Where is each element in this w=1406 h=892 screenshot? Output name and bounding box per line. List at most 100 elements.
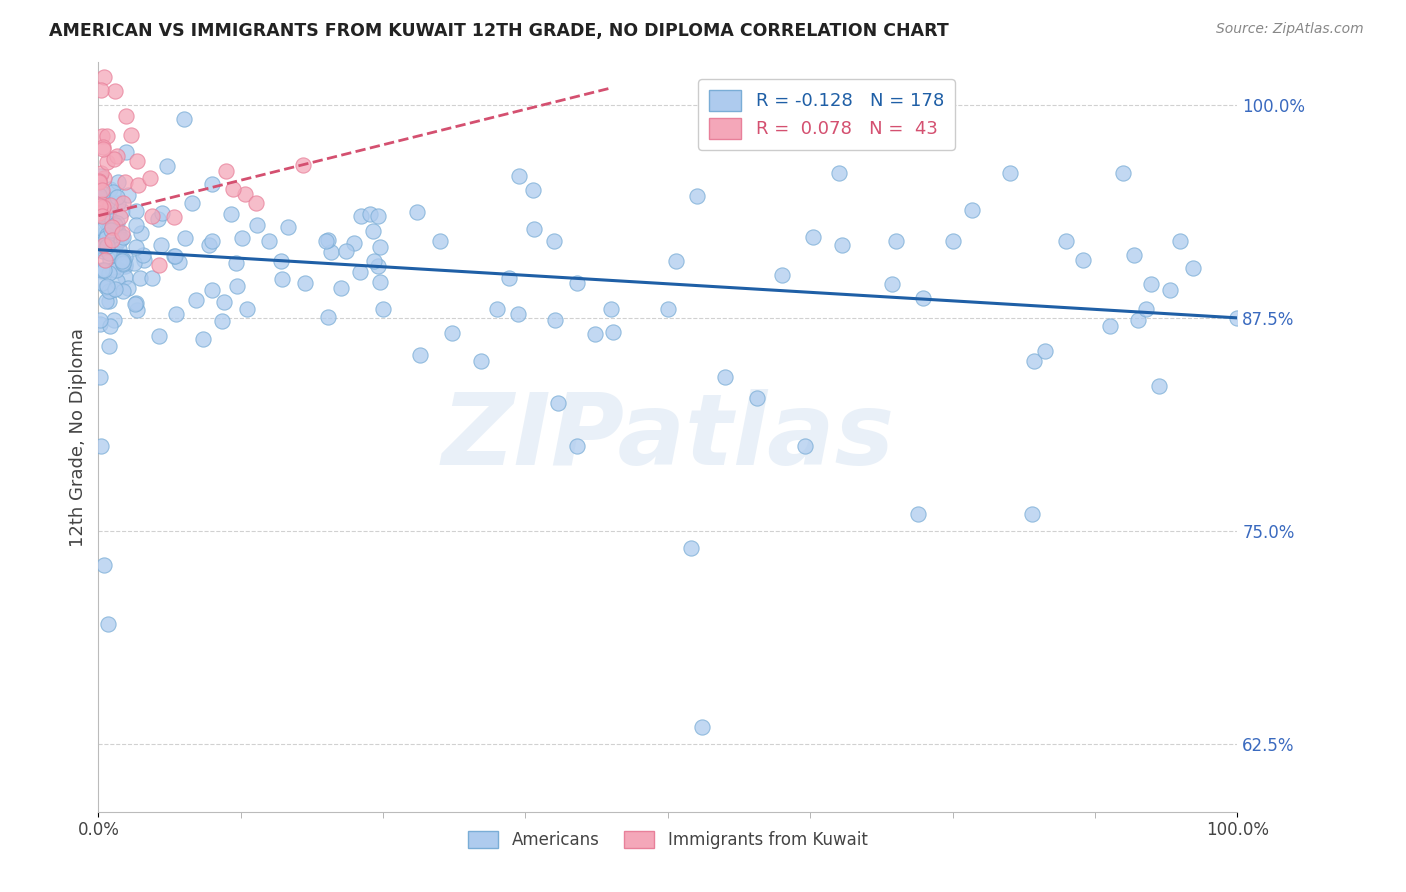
Point [108,227,131,241]
Point [565,439,588,453]
Point [246,219,269,233]
Point [91,200,114,214]
Point [522,222,544,236]
Point [602,325,624,339]
Point [107,196,129,211]
Point [93,70,115,84]
Point [114,250,136,264]
Point [292,158,315,172]
Point [101,263,124,277]
Point [801,230,824,244]
Text: Source: ZipAtlas.com: Source: ZipAtlas.com [1216,22,1364,37]
Point [114,110,136,124]
Point [884,234,907,248]
Point [1098,319,1121,334]
Point [127,178,149,192]
Point [100,222,122,236]
Point [125,204,148,219]
Point [93,171,115,186]
Point [998,166,1021,180]
Point [690,720,713,734]
Point [1054,234,1078,248]
Point [96,279,118,293]
Point [98,253,121,268]
Point [543,234,565,248]
Point [104,262,127,277]
Point [101,284,124,298]
Point [96,240,118,254]
Point [105,149,128,163]
Point [343,235,366,250]
Point [89,317,111,331]
Point [1071,253,1094,268]
Point [316,233,339,247]
Point [127,153,149,168]
Point [91,242,114,256]
Point [89,370,111,384]
Point [1182,261,1205,276]
Point [141,209,163,223]
Point [942,234,965,248]
Point [1135,302,1157,317]
Point [112,257,135,271]
Point [101,214,124,228]
Point [1226,310,1249,325]
Point [585,327,607,342]
Point [225,256,247,270]
Point [98,219,121,233]
Point [91,222,114,236]
Point [98,199,121,213]
Point [96,128,118,143]
Point [90,166,112,180]
Point [148,258,170,272]
Point [110,232,132,246]
Point [197,237,219,252]
Point [486,302,509,317]
Point [259,234,281,248]
Point [745,391,768,405]
Point [294,276,316,290]
Point [120,128,142,143]
Point [1147,379,1170,393]
Point [201,234,224,248]
Point [1122,248,1144,262]
Point [1033,343,1056,358]
Point [368,240,391,254]
Point [101,224,124,238]
Point [270,253,292,268]
Point [156,159,179,173]
Point [335,244,357,259]
Point [96,224,118,238]
Point [960,203,983,218]
Point [1021,507,1043,521]
Point [600,302,623,317]
Point [90,439,112,453]
Point [90,186,112,200]
Text: AMERICAN VS IMMIGRANTS FROM KUWAIT 12TH GRADE, NO DIPLOMA CORRELATION CHART: AMERICAN VS IMMIGRANTS FROM KUWAIT 12TH … [49,22,949,40]
Point [90,197,112,211]
Point [110,210,132,224]
Point [94,294,117,309]
Point [94,253,117,268]
Point [101,233,124,247]
Point [567,277,589,291]
Point [98,222,121,236]
Point [686,189,709,203]
Point [96,280,118,294]
Point [1140,277,1163,291]
Point [141,270,163,285]
Point [97,293,120,308]
Point [770,268,793,283]
Point [319,245,342,260]
Point [201,283,224,297]
Point [215,164,238,178]
Point [907,507,929,521]
Point [97,204,120,219]
Point [1159,283,1181,297]
Point [114,175,136,189]
Point [440,326,463,341]
Point [277,220,299,235]
Point [89,187,111,202]
Point [108,255,131,269]
Point [1022,353,1045,368]
